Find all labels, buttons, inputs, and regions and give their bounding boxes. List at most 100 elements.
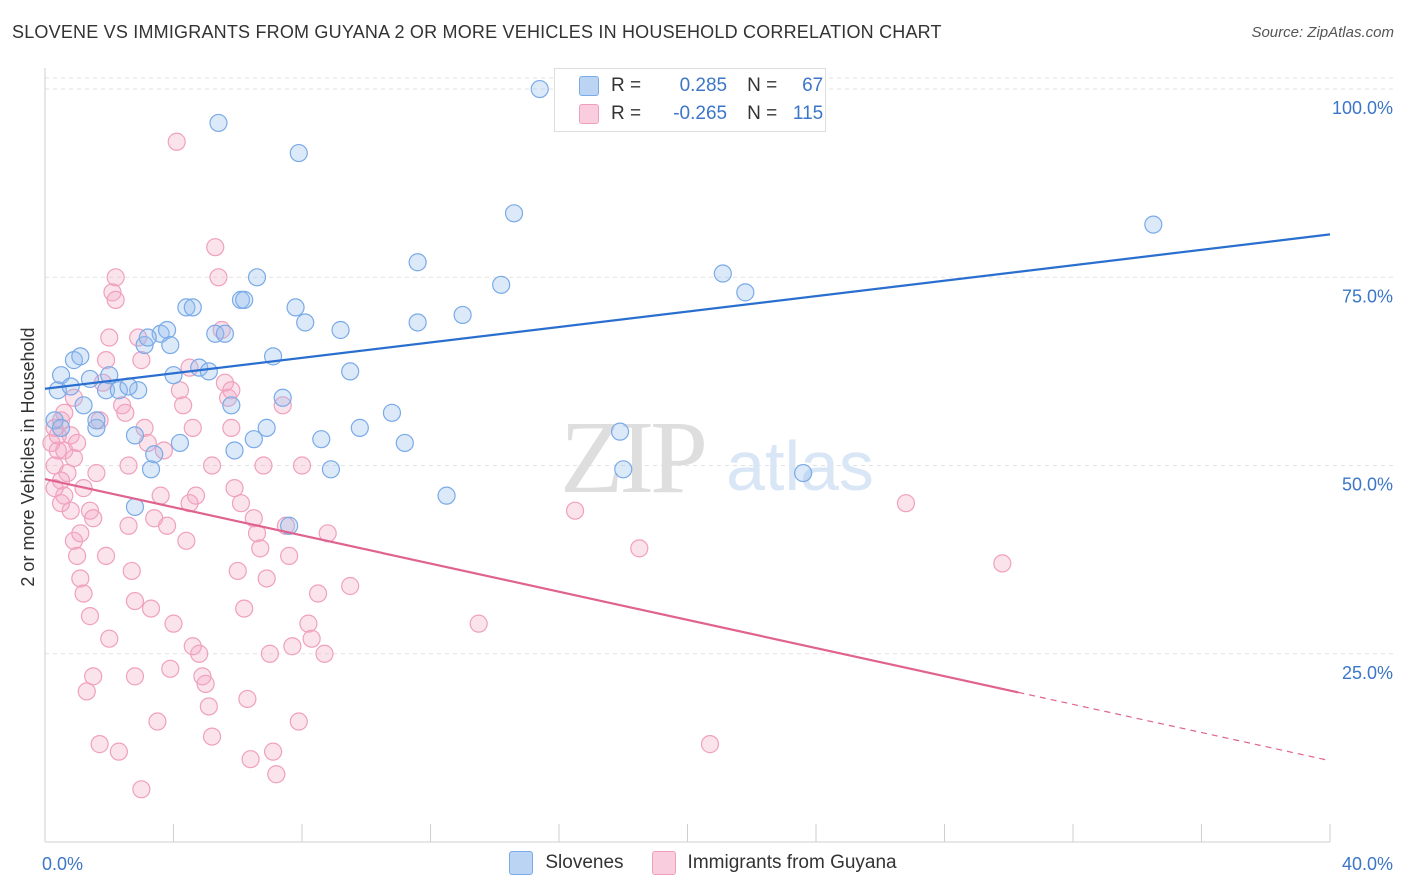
- guyana-point: [125, 667, 145, 686]
- trend-line-guyana: [44, 478, 1019, 694]
- slovene-point: [257, 418, 276, 437]
- slovene-point: [504, 204, 524, 223]
- guyana-point: [289, 712, 308, 731]
- watermark-atlas: atlas: [726, 427, 874, 505]
- guyana-point: [215, 373, 234, 392]
- guyana-point: [132, 780, 151, 799]
- chart-title: SLOVENE VS IMMIGRANTS FROM GUYANA 2 OR M…: [12, 22, 942, 42]
- guyana-point: [299, 614, 318, 633]
- guyana-point: [238, 689, 257, 709]
- legend-item-slovenes: Slovenes: [509, 851, 624, 875]
- trend-lines: [44, 233, 1331, 762]
- slovene-point: [141, 460, 161, 479]
- guyana-point: [61, 501, 80, 520]
- slovene-point: [222, 396, 241, 415]
- trend-line-slovenes: [44, 233, 1331, 390]
- y-tick-label: 25.0%: [1342, 663, 1393, 683]
- slovene-point: [341, 362, 360, 381]
- legend-r-label: R =: [611, 75, 642, 96]
- slovene-point: [145, 445, 164, 464]
- legend-n-value: 67: [802, 75, 824, 96]
- slovene-point: [161, 335, 180, 355]
- guyana-point: [231, 494, 251, 513]
- slovene-point: [109, 381, 128, 400]
- slovene-point: [296, 313, 315, 332]
- guyana-point: [90, 735, 109, 754]
- guyana-point: [630, 539, 649, 558]
- guyana-point: [302, 629, 321, 648]
- legend-r-value: 0.285: [679, 75, 728, 96]
- slovene-point: [247, 268, 267, 287]
- guyana-point: [167, 132, 186, 151]
- y-tick-label: 50.0%: [1342, 475, 1393, 495]
- guyana-point: [235, 599, 254, 618]
- slovene-point: [87, 418, 106, 437]
- grid-lines: [45, 77, 1395, 655]
- guyana-point: [64, 388, 84, 407]
- series-slovenes-points: [45, 79, 1163, 535]
- slovene-point: [286, 298, 305, 317]
- guyana-point: [161, 659, 180, 678]
- slovene-point: [273, 388, 292, 407]
- slovene-point: [395, 433, 414, 453]
- guyana-point: [74, 584, 93, 603]
- slovene-point: [280, 516, 299, 535]
- legend-item-guyana: Immigrants from Guyana: [651, 851, 897, 875]
- guyana-point: [183, 418, 202, 437]
- axes: [44, 68, 1331, 843]
- y-tick-label: 100.0%: [1332, 98, 1393, 118]
- guyana-point: [122, 561, 141, 581]
- guyana-point: [68, 546, 87, 565]
- legend-label-guyana: Immigrants from Guyana: [687, 852, 897, 873]
- guyana-point: [263, 742, 283, 761]
- tick-labels: 25.0% 50.0% 75.0% 100.0% 0.0% 40.0%: [42, 98, 1393, 874]
- slovene-point: [713, 264, 732, 283]
- legend-n-label: N =: [747, 75, 778, 96]
- guyana-point: [135, 418, 154, 437]
- series-legend: Slovenes Immigrants from Guyana: [0, 851, 1406, 875]
- slovene-point: [331, 320, 350, 340]
- guyana-point: [170, 381, 190, 400]
- slovene-point: [206, 324, 225, 343]
- guyana-point: [164, 614, 183, 633]
- slovene-point: [74, 396, 93, 415]
- guyana-point: [96, 351, 116, 370]
- slovene-point: [453, 305, 472, 325]
- legend-r-value: -0.265: [673, 103, 728, 124]
- guyana-point: [267, 765, 286, 784]
- slovene-point: [125, 426, 145, 445]
- slovene-point: [215, 324, 234, 343]
- guyana-point: [129, 328, 148, 347]
- slovene-point: [129, 381, 148, 400]
- guyana-point: [96, 546, 116, 565]
- slovene-point: [408, 313, 427, 332]
- x-tick-label: 40.0%: [1342, 854, 1393, 874]
- slovene-point: [312, 430, 331, 449]
- legend-r-label: R =: [611, 103, 642, 124]
- guyana-point: [58, 463, 77, 483]
- guyana-point: [106, 290, 125, 309]
- correlation-legend: R = 0.285 N = 67 R = -0.265 N = 115: [554, 68, 826, 132]
- slovene-point: [350, 418, 369, 437]
- slovene-point: [225, 441, 244, 460]
- guyana-point: [469, 614, 488, 633]
- slovene-point: [492, 275, 511, 294]
- legend-n-value: 115: [792, 103, 824, 124]
- series-guyana-points: [42, 132, 1012, 799]
- guyana-point: [55, 403, 74, 422]
- guyana-point: [193, 667, 212, 686]
- x-tick-label: 0.0%: [42, 854, 83, 874]
- guyana-point: [222, 381, 241, 400]
- guyana-point: [71, 569, 90, 588]
- guyana-point: [251, 539, 270, 558]
- y-axis-label: 2 or more Vehicles in Household: [18, 327, 38, 586]
- guyana-point: [206, 238, 225, 257]
- slovene-point: [87, 411, 106, 430]
- guyana-point: [119, 456, 138, 475]
- slovene-point: [164, 366, 183, 385]
- guyana-point: [157, 516, 177, 535]
- slovene-point: [382, 403, 402, 422]
- guyana-point: [993, 554, 1012, 573]
- guyana-point: [199, 697, 218, 716]
- slovene-point: [289, 143, 308, 163]
